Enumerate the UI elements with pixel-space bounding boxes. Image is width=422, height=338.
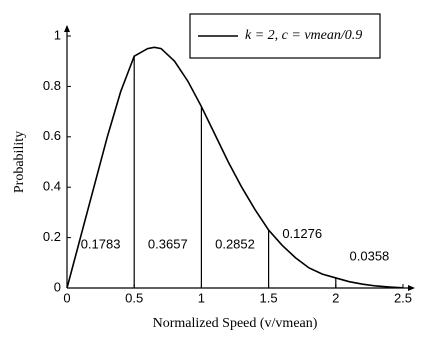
curve [66,46,404,289]
legend-label: k = 2, c = vmean/0.9 [245,28,362,43]
area-label: 0.1276 [282,226,322,241]
x-tick-label: 0 [63,290,70,305]
y-tick-label: 1 [54,27,61,42]
x-axis-arrow [408,285,415,291]
y-tick-label: 0.6 [43,128,61,143]
x-tick-label: 2.5 [394,290,412,305]
y-tick-label: 0.8 [43,78,61,93]
x-axis-label: Normalized Speed (v/vmean) [153,316,318,331]
y-tick-label: 0.4 [43,179,61,194]
y-axis-arrow [64,25,70,32]
y-axis-label: Probability [12,131,27,193]
y-tick-label: 0 [54,279,61,294]
area-label: 0.3657 [148,237,188,252]
area-label: 0.2852 [215,237,255,252]
y-tick-label: 0.2 [43,229,61,244]
area-label: 0.1783 [81,237,121,252]
x-tick-label: 2 [332,290,339,305]
area-label: 0.0358 [350,249,390,264]
x-tick-label: 1 [198,290,205,305]
x-tick-label: 1.5 [260,290,278,305]
x-tick-label: 0.5 [125,290,143,305]
